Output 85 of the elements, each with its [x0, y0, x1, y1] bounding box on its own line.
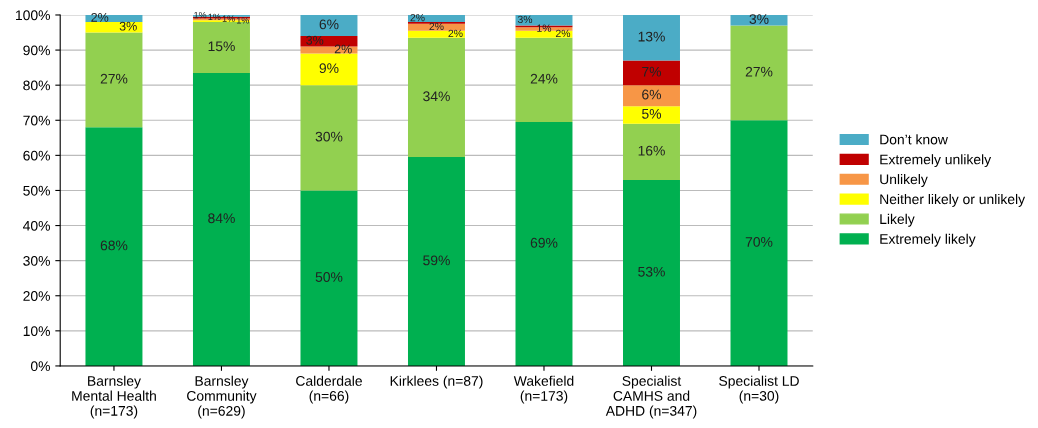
data-label: 15%: [208, 41, 235, 52]
data-label: 9%: [319, 63, 339, 74]
bar: [300, 85, 358, 191]
legend-label: Extremely unlikely: [880, 154, 992, 168]
x-tick-label: Wakefield (n=173): [513, 375, 574, 404]
bar: [407, 23, 465, 31]
y-tick-label: 80%: [23, 80, 50, 91]
x-tick-label: Barnsley Mental Health (n=173): [72, 375, 156, 419]
data-label: 24%: [530, 73, 558, 84]
bar: [300, 46, 358, 54]
x-tick-label: Barnsley Community (n=629): [187, 375, 257, 419]
bar: [407, 157, 465, 366]
bar: [85, 127, 143, 366]
data-label: 13%: [638, 31, 665, 42]
data-label: 59%: [423, 255, 450, 266]
y-tick-label: 60%: [23, 150, 50, 161]
bar: [407, 37, 465, 158]
data-label: 68%: [100, 240, 128, 251]
data-label: 2%: [334, 44, 352, 54]
data-label: 3%: [749, 14, 769, 24]
data-label: 3%: [517, 15, 533, 24]
bar: [407, 30, 465, 38]
legend-label: Unlikely: [880, 174, 928, 187]
bar: [515, 37, 573, 123]
bar: [85, 22, 143, 33]
bar: [730, 14, 788, 26]
data-label: 7%: [642, 66, 662, 77]
data-label: 2%: [555, 29, 571, 38]
y-tick-label: 90%: [23, 45, 50, 56]
data-label: 27%: [745, 66, 773, 77]
data-label: 6%: [642, 89, 662, 100]
y-tick-label: 20%: [23, 291, 50, 301]
x-tick-label: Kirklees (n=87): [390, 375, 483, 389]
legend-label: Likely: [880, 213, 915, 227]
bar: [192, 72, 250, 366]
data-label: 27%: [100, 73, 128, 84]
data-label: 16%: [638, 145, 665, 156]
bar: [192, 22, 250, 73]
data-label: 2%: [429, 22, 444, 31]
bar: [623, 60, 680, 86]
legend-label: Neither likely or unlikely: [880, 193, 1026, 207]
bar: [515, 122, 573, 366]
data-label: 1%: [237, 17, 250, 24]
y-tick-label: 70%: [23, 115, 50, 126]
y-tick-label: 0%: [30, 361, 50, 372]
x-tick-label: Specialist LD (n=30): [719, 375, 799, 404]
y-tick-label: 30%: [23, 255, 50, 266]
bar: [85, 32, 143, 128]
bar: [623, 179, 680, 366]
bar: [515, 14, 573, 26]
data-label: 84%: [208, 213, 235, 224]
bar: [623, 85, 680, 107]
bar: [730, 25, 788, 121]
data-label: 50%: [315, 272, 343, 282]
y-tick-label: 40%: [23, 220, 50, 231]
bar: [623, 106, 680, 124]
bar: [407, 14, 465, 22]
data-label: 34%: [423, 91, 450, 102]
data-label: 2%: [91, 12, 109, 22]
data-label: 53%: [638, 266, 665, 277]
legend-label: Extremely likely: [880, 233, 976, 247]
bar: [300, 190, 358, 366]
bar: [85, 14, 143, 22]
data-label: 3%: [119, 21, 137, 31]
x-tick-label: Calderdale (n=66): [296, 375, 362, 404]
y-tick-label: 100%: [16, 10, 50, 21]
data-label: 3%: [306, 35, 324, 45]
bar: [730, 120, 788, 366]
data-label: 30%: [315, 131, 343, 142]
y-tick-label: 10%: [23, 326, 50, 337]
data-label: 2%: [448, 29, 463, 38]
x-tick-label: Specialist CAMHS and ADHD (n=347): [605, 375, 697, 419]
legend-label: Don’t know: [880, 134, 948, 145]
bar: [300, 14, 358, 37]
y-tick-label: 50%: [23, 185, 50, 196]
data-label: 69%: [530, 237, 558, 248]
data-label: 6%: [319, 19, 339, 30]
data-label: 5%: [642, 108, 662, 119]
bar: [623, 14, 680, 61]
bar: [300, 53, 358, 86]
bar: [515, 30, 573, 38]
data-label: 2%: [410, 13, 425, 22]
data-label: 1%: [208, 13, 221, 20]
bar: [623, 123, 680, 180]
data-label: 70%: [745, 237, 773, 247]
